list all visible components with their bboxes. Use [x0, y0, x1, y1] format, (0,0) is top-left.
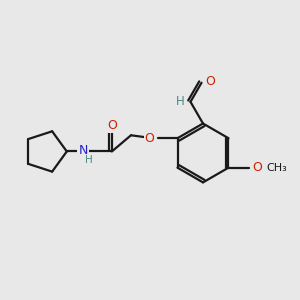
- Text: H: H: [176, 95, 184, 108]
- Text: O: O: [145, 132, 154, 145]
- Text: H: H: [85, 155, 93, 165]
- Text: N: N: [78, 144, 88, 157]
- Text: O: O: [253, 161, 262, 174]
- Text: O: O: [107, 119, 117, 132]
- Text: O: O: [205, 75, 215, 88]
- Text: CH₃: CH₃: [266, 163, 287, 173]
